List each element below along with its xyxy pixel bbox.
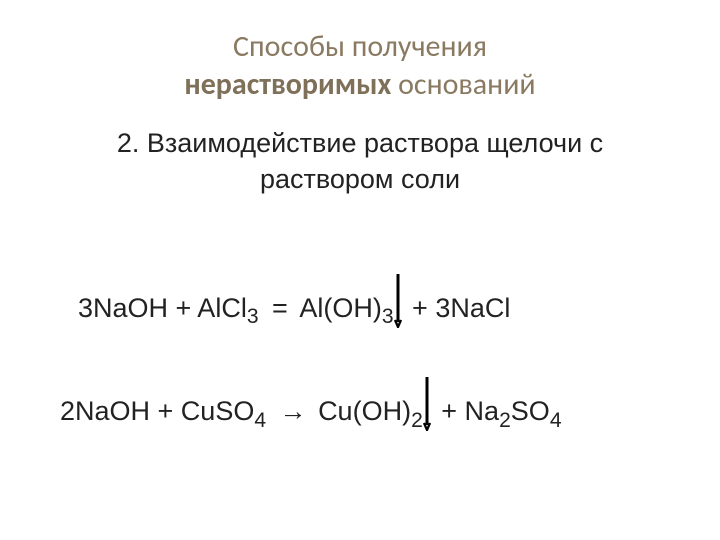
equations-area: 3NaOH + AlCl3 = Al(OH)3 + 3NaCl 2NaOH + … (40, 263, 680, 428)
eq2-p-post1: + Na (434, 396, 499, 426)
eq1-p-post1: + 3NaCl (405, 293, 511, 323)
slide-title: Способы получения нерастворимых основани… (40, 28, 680, 103)
eq1-reactants: 3NaOH + AlCl3 (78, 293, 259, 323)
eq2-p-sub2: 2 (499, 409, 511, 432)
subtitle-line2: раствором соли (260, 164, 460, 194)
precipitate-arrow-icon (394, 274, 402, 328)
eq2-products: Cu(OH)2 + Na2SO4 (318, 396, 561, 426)
title-line1: Способы получения (233, 28, 487, 65)
title-line2-rest: оснований (391, 66, 535, 103)
eq2-reactants: 2NaOH + CuSO4 (60, 396, 266, 426)
eq1-separator: = (265, 293, 296, 323)
eq2-p-sub1: 2 (411, 409, 423, 432)
eq1-r-sub1: 3 (247, 305, 259, 328)
eq2-separator: → (272, 396, 314, 426)
eq2-p-sub3: 4 (550, 409, 562, 432)
subtitle-line1: 2. Взаимодействие раствора щелочи с (117, 128, 603, 158)
method-subtitle: 2. Взаимодействие раствора щелочи с раст… (50, 125, 670, 198)
eq2-p-post2: SO (511, 396, 550, 426)
equation-1: 3NaOH + AlCl3 = Al(OH)3 + 3NaCl (60, 263, 680, 324)
title-bold-word: нерастворимых (184, 66, 391, 103)
slide-container: Способы получения нерастворимых основани… (0, 0, 720, 540)
eq1-p-pre1: Al(OH) (299, 293, 382, 323)
eq1-p-sub1: 3 (382, 305, 394, 328)
eq1-products: Al(OH)3 + 3NaCl (299, 293, 510, 323)
precipitate-arrow-icon (423, 377, 431, 431)
eq2-r-pre1: 2NaOH + CuSO (60, 396, 254, 426)
equation-2: 2NaOH + CuSO4 → Cu(OH)2 + Na2SO4 (60, 366, 680, 427)
eq1-r-pre1: 3NaOH + AlCl (78, 293, 247, 323)
eq2-p-pre1: Cu(OH) (318, 396, 411, 426)
eq2-r-sub1: 4 (254, 409, 266, 432)
